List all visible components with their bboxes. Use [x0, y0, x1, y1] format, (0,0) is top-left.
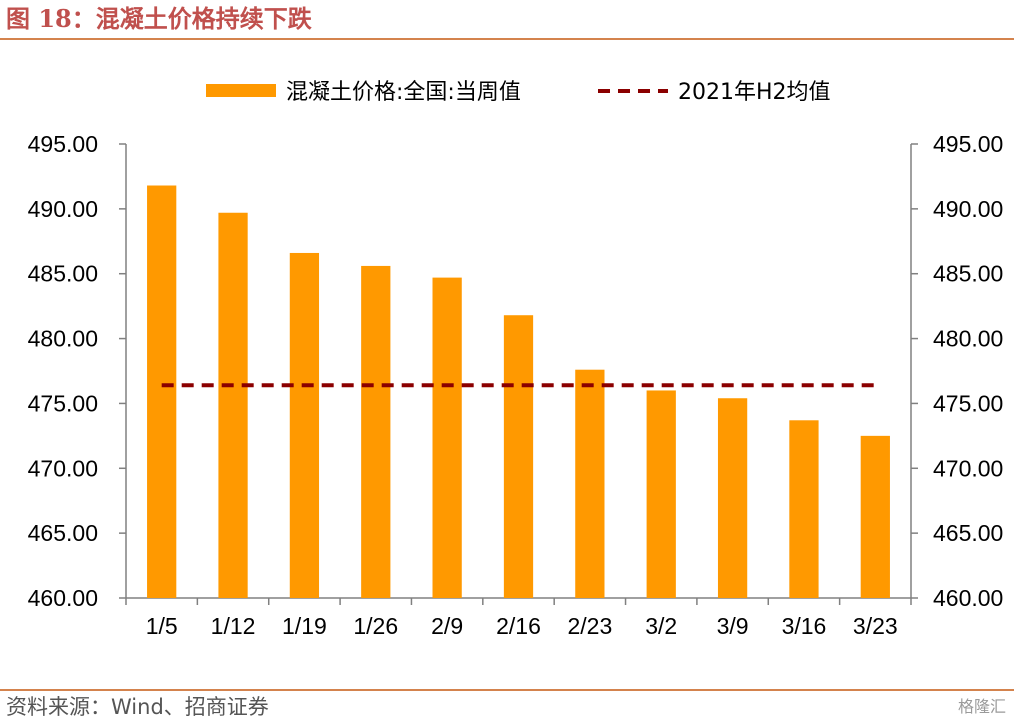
title-divider [0, 38, 1014, 40]
axes: 460.00 460.00 465.00 465.00 470.00 470.00 475.… [28, 131, 1004, 639]
bar [289, 252, 320, 598]
legend-bar-swatch [206, 84, 276, 97]
x-tick-label: 1/26 [353, 613, 398, 639]
right-y-tick-label: 480.00 [933, 326, 1003, 352]
left-y-tick-label: 465.00 [28, 520, 98, 546]
bars [147, 185, 890, 598]
bar [147, 185, 177, 598]
x-tick-label: 1/19 [282, 613, 327, 639]
right-y-tick-label: 490.00 [933, 196, 1003, 222]
left-y-tick-label: 490.00 [28, 196, 98, 222]
x-tick-label: 1/5 [146, 613, 178, 639]
legend-label-line: 2021年H2均值 [678, 80, 831, 105]
right-y-tick-label: 460.00 [933, 585, 1003, 611]
x-tick-label: 2/23 [567, 613, 612, 639]
left-y-tick-label: 475.00 [28, 390, 98, 416]
x-tick-label: 3/16 [782, 613, 827, 639]
left-y-tick-label: 480.00 [28, 326, 98, 352]
bar [361, 265, 391, 598]
x-tick-label: 1/12 [211, 613, 256, 639]
x-tick-label: 2/9 [431, 613, 463, 639]
right-y-tick-label: 485.00 [933, 261, 1003, 287]
left-y-tick-label: 485.00 [28, 261, 98, 287]
left-y-tick-label: 470.00 [28, 455, 98, 481]
right-y-tick-label: 470.00 [933, 455, 1003, 481]
bar [432, 277, 462, 598]
x-tick-label: 3/2 [645, 613, 677, 639]
bar [218, 212, 248, 598]
right-y-tick-label: 475.00 [933, 390, 1003, 416]
x-tick-label: 3/9 [717, 613, 749, 639]
source-note: 资料来源：Wind、招商证券 [6, 695, 269, 719]
bar [646, 390, 676, 598]
left-y-tick-label: 495.00 [28, 131, 98, 157]
footer-divider [0, 689, 1014, 691]
bar [575, 369, 605, 598]
bar [717, 398, 748, 598]
watermark-logo: 格隆汇 [957, 697, 1006, 716]
right-y-tick-label: 495.00 [933, 131, 1003, 157]
chart: 混凝土价格:全国:当周值 2021年H2均值 460.00 460.00 465.0… [28, 80, 1004, 639]
bar [503, 315, 534, 598]
x-tick-label: 3/23 [853, 613, 898, 639]
legend: 混凝土价格:全国:当周值 2021年H2均值 [206, 80, 831, 105]
bar [789, 420, 819, 598]
left-y-tick-label: 460.00 [28, 585, 98, 611]
figure-title: 图 18：混凝土价格持续下跌 [6, 4, 312, 33]
legend-label-bar: 混凝土价格:全国:当周值 [286, 80, 521, 105]
bar [860, 435, 890, 598]
x-tick-label: 2/16 [496, 613, 541, 639]
right-y-tick-label: 465.00 [933, 520, 1003, 546]
